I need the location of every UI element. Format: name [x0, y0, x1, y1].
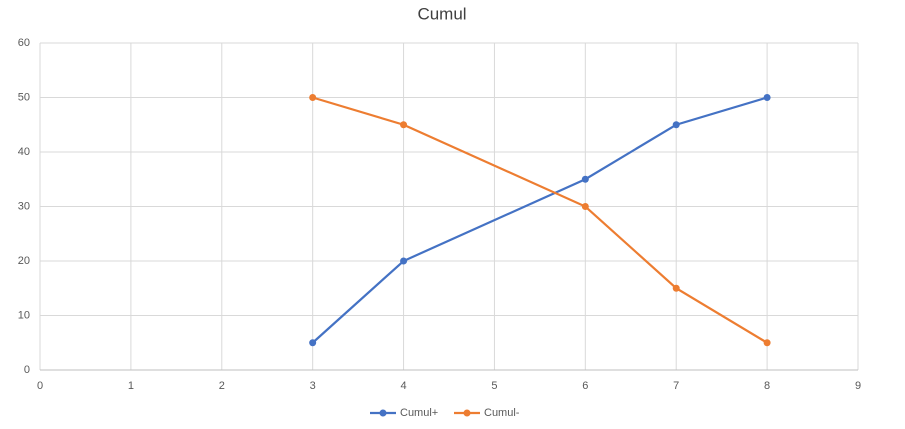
- y-tick-label: 0: [24, 364, 30, 376]
- x-tick-label: 4: [400, 380, 406, 392]
- y-tick-label: 30: [18, 200, 30, 212]
- y-tick-label: 50: [18, 91, 30, 103]
- legend-label: Cumul+: [400, 407, 438, 419]
- x-tick-label: 2: [219, 380, 225, 392]
- point: [581, 203, 589, 210]
- x-tick-label: 8: [764, 380, 770, 392]
- y-tick-label: 40: [18, 146, 30, 158]
- point: [400, 257, 408, 265]
- point: [309, 94, 317, 101]
- x-tick-label: 5: [491, 380, 497, 392]
- point: [581, 175, 589, 183]
- x-tick-label: 3: [310, 380, 316, 392]
- x-tick-label: 9: [855, 380, 861, 392]
- point: [763, 339, 771, 347]
- x-tick-label: 7: [673, 380, 679, 392]
- x-tick-label: 0: [37, 380, 43, 392]
- y-tick-label: 10: [18, 309, 30, 321]
- point: [672, 284, 680, 292]
- y-tick-label: 20: [18, 255, 30, 267]
- point: [672, 121, 680, 129]
- legend-label: Cumul-: [484, 407, 520, 419]
- point: [400, 121, 408, 129]
- legend-marker: [379, 409, 387, 417]
- y-tick-label: 60: [18, 37, 30, 49]
- series-line: [312, 96, 768, 344]
- chart-title: Cumul: [417, 4, 466, 23]
- legend-marker: [463, 409, 471, 417]
- point: [763, 94, 771, 101]
- x-tick-label: 6: [582, 380, 588, 392]
- series-line: [311, 96, 768, 344]
- x-tick-label: 1: [128, 380, 134, 392]
- point: [309, 339, 317, 347]
